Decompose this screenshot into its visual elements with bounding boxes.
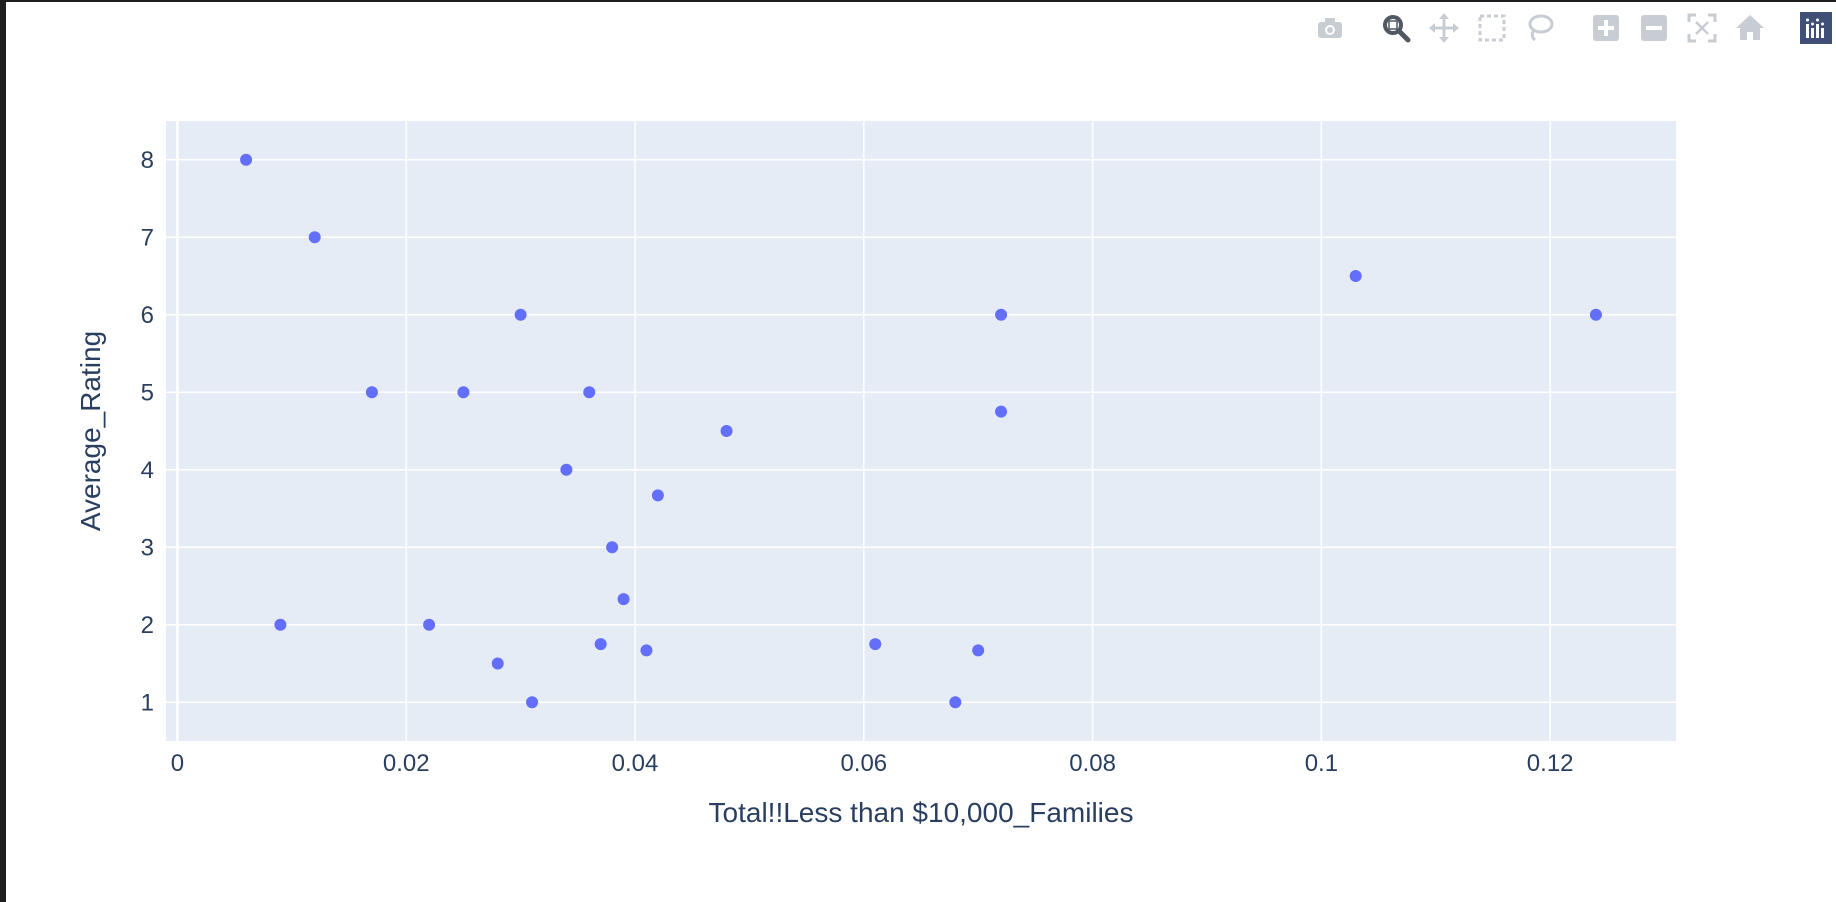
y-tick-label: 8 xyxy=(141,147,154,174)
y-tick-label: 1 xyxy=(141,689,154,716)
plotly-logo[interactable] xyxy=(1796,8,1836,48)
zoom-in-icon xyxy=(1593,15,1619,41)
data-point[interactable] xyxy=(869,638,882,651)
x-tick-label: 0.1 xyxy=(1305,750,1338,777)
x-tick-label: 0.02 xyxy=(383,750,430,777)
x-tick-label: 0.04 xyxy=(612,750,659,777)
zoom-icon xyxy=(1383,15,1411,43)
data-points xyxy=(240,153,1602,709)
x-tick-label: 0.06 xyxy=(840,750,887,777)
data-point[interactable] xyxy=(491,657,504,670)
lasso-select-button[interactable] xyxy=(1520,8,1560,48)
data-point[interactable] xyxy=(423,618,436,631)
data-point[interactable] xyxy=(995,308,1008,321)
home-icon xyxy=(1736,15,1764,40)
y-tick-label: 6 xyxy=(141,302,154,329)
y-tick-label: 2 xyxy=(141,612,154,639)
x-axis-ticks: 0 0.02 0.04 0.06 0.08 0.1 0.12 xyxy=(171,750,1574,777)
data-point[interactable] xyxy=(526,696,539,709)
y-axis-ticks: 1 2 3 4 5 6 7 8 xyxy=(141,147,154,717)
data-point[interactable] xyxy=(617,593,630,606)
zoom-button[interactable] xyxy=(1376,8,1416,48)
data-point[interactable] xyxy=(1589,308,1602,321)
modebar xyxy=(1302,6,1836,50)
zoom-in-button[interactable] xyxy=(1586,8,1626,48)
data-point[interactable] xyxy=(560,463,573,476)
zoom-out-icon xyxy=(1641,15,1667,41)
data-point[interactable] xyxy=(995,405,1008,418)
data-point[interactable] xyxy=(640,644,653,657)
zoom-out-button[interactable] xyxy=(1634,8,1674,48)
autoscale-button[interactable] xyxy=(1682,8,1722,48)
data-point[interactable] xyxy=(240,153,253,166)
reset-axes-button[interactable] xyxy=(1730,8,1770,48)
download-plot-button[interactable] xyxy=(1310,8,1350,48)
data-point[interactable] xyxy=(606,541,619,554)
plot-area[interactable] xyxy=(166,121,1676,741)
camera-icon xyxy=(1318,18,1342,38)
y-tick-label: 5 xyxy=(141,379,154,406)
y-tick-label: 4 xyxy=(141,457,154,484)
data-point[interactable] xyxy=(720,425,733,437)
data-point[interactable] xyxy=(457,386,470,399)
grid-lines xyxy=(166,121,1676,741)
data-point[interactable] xyxy=(1349,270,1362,282)
y-tick-label: 3 xyxy=(141,534,154,561)
box-select-icon xyxy=(1478,14,1506,42)
box-select-button[interactable] xyxy=(1472,8,1512,48)
data-point[interactable] xyxy=(972,644,985,657)
data-point[interactable] xyxy=(651,489,664,502)
x-tick-label: 0.12 xyxy=(1527,750,1574,777)
x-tick-label: 0.08 xyxy=(1069,750,1116,777)
autoscale-icon xyxy=(1687,13,1717,43)
plotly-logo-icon xyxy=(1800,12,1832,44)
y-tick-label: 7 xyxy=(141,224,154,251)
y-axis-title: Average_Rating xyxy=(75,331,106,531)
window-top-border xyxy=(0,0,1836,2)
data-point[interactable] xyxy=(365,386,378,399)
data-point[interactable] xyxy=(274,618,287,631)
x-axis-title: Total!!Less than $10,000_Families xyxy=(709,797,1134,828)
data-point[interactable] xyxy=(583,386,596,399)
lasso-icon xyxy=(1528,14,1554,42)
data-point[interactable] xyxy=(594,638,607,651)
pan-icon xyxy=(1429,13,1459,43)
pan-button[interactable] xyxy=(1424,8,1464,48)
data-point[interactable] xyxy=(514,308,527,321)
window-left-border xyxy=(0,0,6,902)
data-point[interactable] xyxy=(308,231,321,244)
data-point[interactable] xyxy=(949,696,962,709)
x-tick-label: 0 xyxy=(171,750,184,777)
